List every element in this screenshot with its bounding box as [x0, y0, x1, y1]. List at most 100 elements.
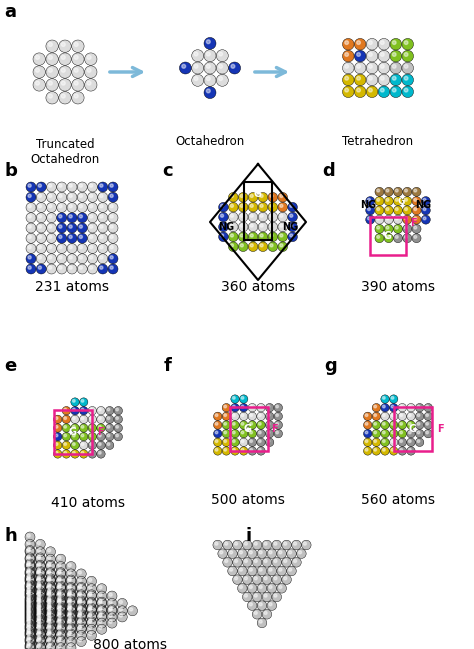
Circle shape [74, 68, 78, 72]
Circle shape [27, 625, 30, 628]
Circle shape [225, 542, 228, 545]
Circle shape [25, 600, 35, 609]
Circle shape [267, 405, 270, 408]
Circle shape [390, 412, 398, 421]
Text: 231 atoms: 231 atoms [35, 280, 109, 294]
Circle shape [37, 600, 40, 604]
Circle shape [97, 605, 107, 615]
Circle shape [390, 430, 398, 438]
Circle shape [238, 193, 248, 202]
Circle shape [407, 447, 415, 455]
Circle shape [68, 632, 71, 635]
Circle shape [78, 571, 82, 574]
Circle shape [107, 605, 117, 615]
Circle shape [88, 202, 98, 212]
Circle shape [274, 594, 277, 597]
Circle shape [66, 612, 76, 622]
Circle shape [86, 624, 97, 634]
Circle shape [343, 86, 354, 97]
Circle shape [274, 577, 277, 580]
Circle shape [99, 452, 101, 454]
Circle shape [384, 234, 393, 243]
Text: Truncated
Octahedron: Truncated Octahedron [30, 138, 100, 166]
Circle shape [238, 232, 248, 241]
Circle shape [250, 224, 253, 227]
Circle shape [108, 182, 118, 192]
Circle shape [56, 597, 66, 607]
Circle shape [55, 417, 58, 419]
Circle shape [57, 182, 67, 192]
Circle shape [46, 597, 55, 607]
Circle shape [35, 539, 45, 550]
Circle shape [58, 606, 61, 609]
Circle shape [88, 432, 97, 441]
Circle shape [48, 194, 52, 197]
Circle shape [81, 408, 84, 411]
Circle shape [27, 571, 30, 574]
Circle shape [64, 452, 66, 454]
Circle shape [57, 223, 67, 233]
Circle shape [247, 601, 257, 611]
Circle shape [213, 421, 222, 429]
Circle shape [381, 412, 389, 421]
Text: d: d [322, 162, 335, 180]
Circle shape [46, 622, 55, 631]
Circle shape [390, 38, 401, 50]
Circle shape [27, 617, 30, 620]
Circle shape [270, 224, 273, 227]
Circle shape [86, 612, 97, 622]
Circle shape [46, 264, 56, 274]
Circle shape [35, 622, 45, 631]
Circle shape [366, 51, 378, 62]
Circle shape [27, 585, 30, 587]
Circle shape [25, 574, 35, 584]
Circle shape [249, 568, 252, 571]
Circle shape [235, 577, 237, 580]
Circle shape [48, 42, 52, 47]
Circle shape [66, 591, 76, 601]
Circle shape [37, 582, 40, 585]
Circle shape [97, 583, 107, 594]
Circle shape [73, 408, 75, 411]
Circle shape [86, 617, 97, 627]
Circle shape [88, 406, 97, 415]
Circle shape [46, 618, 55, 628]
Circle shape [37, 585, 40, 589]
Circle shape [37, 626, 40, 630]
Circle shape [374, 431, 376, 434]
Circle shape [27, 614, 30, 617]
Circle shape [37, 596, 40, 600]
Circle shape [35, 569, 45, 579]
Circle shape [405, 208, 408, 210]
Circle shape [68, 585, 71, 587]
Circle shape [215, 542, 218, 545]
Circle shape [66, 575, 76, 585]
Circle shape [260, 195, 263, 197]
Circle shape [25, 624, 35, 634]
Circle shape [25, 612, 35, 622]
Circle shape [58, 624, 61, 627]
Circle shape [194, 64, 198, 68]
Circle shape [27, 534, 30, 537]
Circle shape [290, 204, 293, 208]
Circle shape [76, 624, 86, 634]
Circle shape [129, 608, 133, 611]
Circle shape [412, 206, 421, 215]
Circle shape [248, 430, 256, 438]
Circle shape [240, 234, 243, 237]
Circle shape [78, 606, 82, 609]
Circle shape [369, 53, 372, 56]
Circle shape [47, 620, 51, 623]
Circle shape [80, 415, 88, 424]
Circle shape [36, 81, 39, 85]
Text: 500 atoms: 500 atoms [211, 493, 285, 507]
Circle shape [25, 586, 35, 596]
Circle shape [66, 618, 76, 628]
Circle shape [248, 232, 258, 241]
Text: Tetrahedron: Tetrahedron [342, 135, 413, 148]
Circle shape [27, 630, 30, 633]
Circle shape [25, 532, 35, 542]
Circle shape [242, 540, 252, 550]
Circle shape [240, 204, 243, 208]
Circle shape [355, 62, 366, 74]
